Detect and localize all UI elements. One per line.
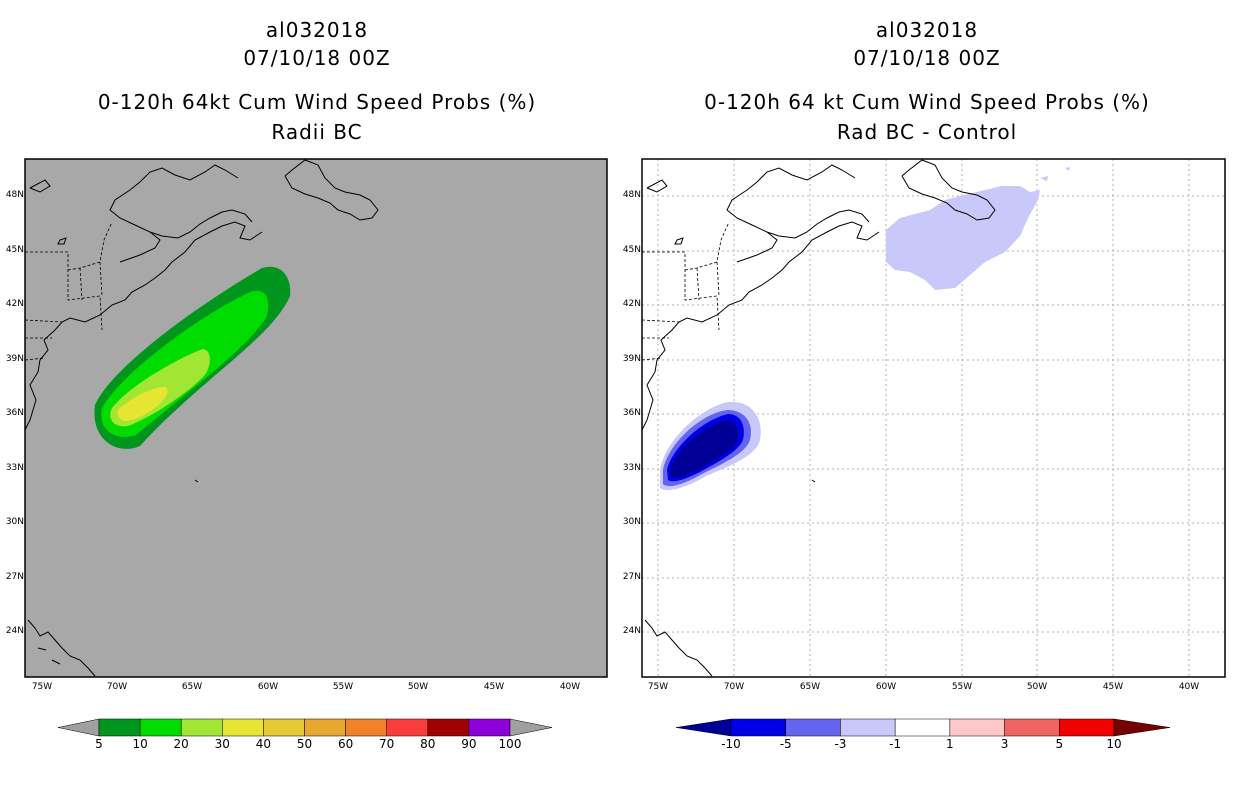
colorbar-swatch <box>304 718 346 737</box>
right-political-borders <box>642 221 730 361</box>
lat-tick-label: 27N <box>622 572 641 582</box>
lat-tick-label: 48N <box>5 190 24 200</box>
left-colorbar <box>57 718 553 737</box>
colorbar-label: 5 <box>1055 737 1064 751</box>
colorbar-label: 90 <box>461 737 477 751</box>
left-prob-30-contour <box>117 386 168 421</box>
lat-tick-label: 36N <box>622 408 641 418</box>
lat-tick-label: 30N <box>622 517 641 527</box>
lat-tick-label: 42N <box>5 299 24 309</box>
colorbar-swatch <box>180 718 223 737</box>
lon-tick-label: 55W <box>332 682 354 692</box>
lat-tick-label: 27N <box>5 572 24 582</box>
colorbar-swatch <box>98 718 141 737</box>
right-colorbar <box>675 718 1171 737</box>
colorbar-label: 3 <box>1000 737 1009 751</box>
colorbar-swatch <box>785 718 841 737</box>
colorbar-label: 30 <box>214 737 230 751</box>
colorbar-label: 50 <box>296 737 313 751</box>
lon-tick-label: 65W <box>799 682 821 692</box>
lat-tick-label: 45N <box>622 245 641 255</box>
lon-tick-label: 50W <box>1026 682 1048 692</box>
lat-tick-label: 45N <box>5 245 24 255</box>
lat-tick-label: 24N <box>622 626 641 636</box>
lon-tick-label: 70W <box>106 682 128 692</box>
colorbar-swatch <box>427 718 470 737</box>
lon-tick-label: 40W <box>1178 682 1200 692</box>
right-diff-light-blue-dot <box>1040 176 1048 181</box>
colorbar-label: 80 <box>420 737 436 751</box>
colorbar-label: 10 <box>132 737 148 751</box>
right-coastline <box>642 159 996 677</box>
colorbar-label: 70 <box>379 737 395 751</box>
lon-tick-label: 45W <box>1102 682 1124 692</box>
colorbar-label: -10 <box>721 737 741 751</box>
lat-tick-label: 36N <box>5 408 24 418</box>
colorbar-swatch <box>1059 718 1115 737</box>
colorbar-label: 1 <box>946 737 954 751</box>
colorbar-swatch <box>949 718 1005 737</box>
colorbar-swatch <box>468 718 511 737</box>
lon-tick-label: 45W <box>483 682 505 692</box>
colorbar-low-arrow <box>57 718 100 737</box>
colorbar-label: 5 <box>95 737 103 751</box>
colorbar-swatch <box>730 718 786 737</box>
colorbar-low-arrow <box>675 718 732 737</box>
colorbar-swatch <box>840 718 896 737</box>
right-subtitle: Rad BC - Control <box>836 120 1018 144</box>
lon-tick-label: 75W <box>647 682 669 692</box>
colorbar-label: 100 <box>498 737 522 751</box>
colorbar-swatch <box>263 718 305 737</box>
lat-tick-label: 48N <box>622 190 641 200</box>
colorbar-swatch <box>139 718 182 737</box>
colorbar-swatch <box>222 718 264 737</box>
left-map-panel <box>24 158 608 678</box>
right-diff-dark-blue <box>670 420 739 478</box>
lat-tick-label: 42N <box>622 299 641 309</box>
colorbar-swatch <box>386 718 429 737</box>
left-product-title: 0-120h 64kt Cum Wind Speed Probs (%) <box>97 90 537 114</box>
right-gridlines <box>642 159 1225 677</box>
left-map-frame <box>24 158 608 678</box>
right-product-title: 0-120h 64 kt Cum Wind Speed Probs (%) <box>704 90 1150 114</box>
lon-tick-label: 75W <box>31 682 53 692</box>
lat-tick-label: 33N <box>5 463 24 473</box>
colorbar-label: 40 <box>255 737 272 751</box>
lat-tick-label: 30N <box>5 517 24 527</box>
lat-tick-label: 39N <box>5 354 24 364</box>
lon-tick-label: 60W <box>257 682 279 692</box>
lat-tick-label: 33N <box>622 463 641 473</box>
right-storm-id: al032018 <box>875 18 979 42</box>
colorbar-swatch <box>345 718 387 737</box>
right-map-frame <box>641 158 1226 678</box>
left-datetime: 07/10/18 00Z <box>243 46 391 70</box>
lat-tick-label: 39N <box>622 354 641 364</box>
colorbar-swatch <box>894 718 951 737</box>
colorbar-label: 60 <box>337 737 354 751</box>
lon-tick-label: 70W <box>723 682 745 692</box>
lon-tick-label: 60W <box>875 682 897 692</box>
colorbar-high-arrow <box>1113 718 1171 737</box>
left-political-borders <box>25 221 113 361</box>
lon-tick-label: 55W <box>951 682 973 692</box>
colorbar-high-arrow <box>509 718 553 737</box>
colorbar-label: 10 <box>1106 737 1122 751</box>
colorbar-label: -5 <box>779 737 792 751</box>
lat-tick-label: 24N <box>5 626 24 636</box>
colorbar-label: 20 <box>173 737 189 751</box>
right-diff-light-blue-dot <box>1065 167 1070 171</box>
lon-tick-label: 65W <box>181 682 203 692</box>
lon-tick-label: 40W <box>559 682 581 692</box>
colorbar-label: -3 <box>834 737 847 751</box>
lon-tick-label: 50W <box>407 682 429 692</box>
left-subtitle: Radii BC <box>271 120 363 144</box>
right-map-panel <box>641 158 1226 678</box>
right-datetime: 07/10/18 00Z <box>853 46 1001 70</box>
colorbar-label: -1 <box>889 737 902 751</box>
colorbar-swatch <box>1004 718 1060 737</box>
left-coastline <box>25 159 379 677</box>
left-storm-id: al032018 <box>265 18 369 42</box>
right-diff-light-blue-north <box>886 186 1040 290</box>
